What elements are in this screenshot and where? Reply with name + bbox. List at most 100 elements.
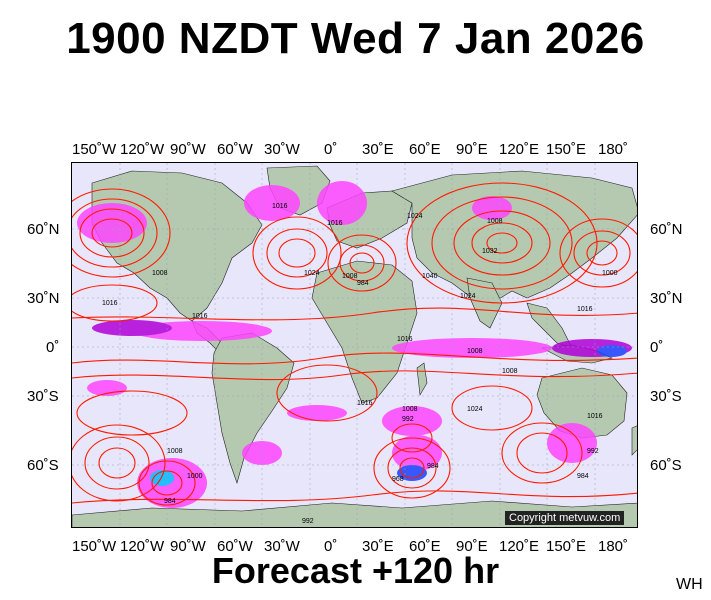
forecast-time-title: 1900 NZDT Wed 7 Jan 2026 <box>66 14 645 63</box>
lon-label: 150˚E <box>546 141 587 158</box>
isobar <box>266 228 328 278</box>
isobar <box>471 222 533 264</box>
isobar-label: 1032 <box>482 248 498 255</box>
isobar-label: 1040 <box>422 273 438 280</box>
isobar-label: 1016 <box>357 400 373 407</box>
isobar <box>327 234 397 292</box>
isobar-label: 1016 <box>102 300 118 307</box>
weather-map: 1016 1016 1016 1008 1024 1008 984 1016 1… <box>71 162 638 528</box>
land-new-zealand <box>631 425 637 456</box>
isobar <box>76 390 188 436</box>
isobar-label: 1016 <box>192 313 208 320</box>
lat-label: 30˚S <box>650 388 682 405</box>
isobar <box>72 490 637 504</box>
isobars <box>72 182 637 506</box>
isobar <box>373 437 451 499</box>
isobar <box>98 447 136 479</box>
graticule <box>72 163 637 527</box>
isobar-label: 1000 <box>187 473 203 480</box>
lat-label: 0˚ <box>46 339 60 356</box>
isobar <box>72 284 158 322</box>
lat-label: 60˚S <box>650 457 682 474</box>
isobar <box>516 432 568 474</box>
rain-patch <box>597 345 627 357</box>
isobar <box>451 385 533 431</box>
isobar-label: 1008 <box>402 406 418 413</box>
lon-label: 60˚E <box>409 141 441 158</box>
lon-label: 120˚E <box>499 141 540 158</box>
isobar <box>79 208 145 258</box>
isobar-label: 1016 <box>587 413 603 420</box>
isobar-label: 1024 <box>460 293 476 300</box>
land-australia <box>536 367 628 439</box>
isobar-label: 1024 <box>304 270 320 277</box>
isobar <box>72 307 637 321</box>
isobar-label: 984 <box>577 473 589 480</box>
isobar <box>339 244 385 282</box>
isobar-label: 1008 <box>467 348 483 355</box>
isobar <box>72 352 637 365</box>
lat-label: 60˚S <box>27 457 59 474</box>
isobar-label: 992 <box>587 448 599 455</box>
lon-label: 180˚ <box>598 538 629 555</box>
isobar <box>72 424 166 502</box>
lon-label: 90˚E <box>456 538 488 555</box>
lon-label: 30˚E <box>362 538 394 555</box>
isobar <box>151 470 183 496</box>
lon-label: 150˚E <box>546 538 587 555</box>
rain-patch <box>547 423 597 463</box>
region-code: WH <box>676 576 703 593</box>
lat-label: 60˚N <box>650 221 683 238</box>
isobar <box>349 252 375 274</box>
isobar <box>391 423 433 453</box>
isobar-label: 1024 <box>467 406 483 413</box>
lat-label: 30˚N <box>27 290 60 307</box>
isobar-label: 984 <box>164 498 176 505</box>
isobar-label: 1008 <box>487 218 503 225</box>
lon-label: 0˚ <box>324 141 338 158</box>
isobar-label: 1016 <box>397 336 413 343</box>
weather-map-svg: 1016 1016 1016 1008 1024 1008 984 1016 1… <box>72 163 637 527</box>
isobar-label: 1008 <box>342 273 358 280</box>
lat-label: 30˚N <box>650 290 683 307</box>
isobar-label: 968 <box>392 476 404 483</box>
isobar-label: 1016 <box>272 203 288 210</box>
isobar-label: 992 <box>402 416 414 423</box>
rain-patch <box>150 470 174 486</box>
isobar-label: 992 <box>302 518 314 525</box>
isobar <box>276 364 378 422</box>
lon-label: 0˚ <box>324 538 338 555</box>
lon-label: 90˚W <box>170 141 206 158</box>
land-india <box>466 277 503 329</box>
rain-patch <box>244 185 300 221</box>
rain-patch <box>397 465 427 481</box>
rain-patch <box>317 181 367 225</box>
lon-label: 90˚W <box>170 538 206 555</box>
isobar <box>486 232 518 254</box>
rain-patch <box>287 405 347 421</box>
isobar <box>72 370 637 381</box>
lon-label: 30˚W <box>264 141 300 158</box>
isobar-label: 1008 <box>502 368 518 375</box>
lon-label: 180˚ <box>598 141 629 158</box>
isobar-label: 1016 <box>327 220 343 227</box>
isobar-label: 1000 <box>602 270 618 277</box>
isobar <box>138 460 196 506</box>
lon-label: 150˚W <box>72 538 117 555</box>
isobar <box>91 218 133 248</box>
lat-label: 60˚N <box>27 221 60 238</box>
forecast-lead-time: Forecast +120 hr <box>211 550 500 591</box>
lon-label: 120˚E <box>499 538 540 555</box>
isobar <box>431 196 573 290</box>
isobar-label: 1024 <box>407 213 423 220</box>
isobar <box>586 240 618 266</box>
lon-label: 30˚E <box>362 141 394 158</box>
lat-label: 0˚ <box>650 339 664 356</box>
lon-label: 150˚W <box>72 141 117 158</box>
lon-label: 60˚W <box>217 141 253 158</box>
lon-label: 120˚W <box>120 538 165 555</box>
lon-label: 90˚E <box>456 141 488 158</box>
land-antarctica <box>72 500 637 527</box>
isobar-label: 1016 <box>577 306 593 313</box>
rain-patch <box>392 338 552 358</box>
